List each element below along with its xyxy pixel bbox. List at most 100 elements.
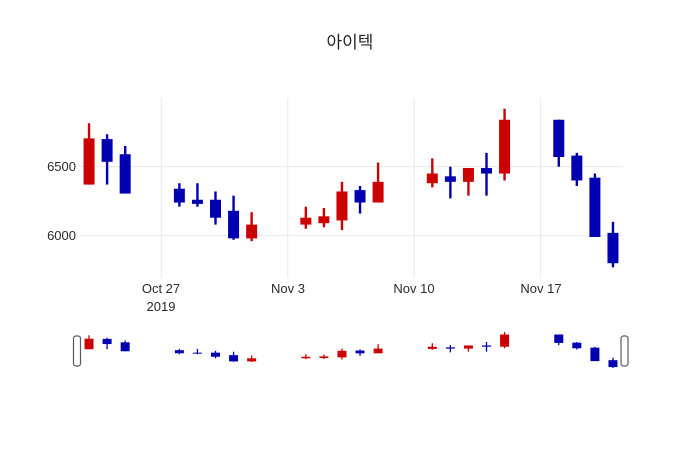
candle-body [355, 350, 365, 354]
rangeslider-candle-2019-10-30 [211, 350, 220, 359]
rangeslider-candle-2019-11-14 [482, 342, 491, 352]
x-axis-tick-year: 2019 [146, 299, 176, 314]
rangeslider-candle-2019-10-24 [102, 337, 112, 350]
rangeslider-candle-2019-11-05 [319, 354, 329, 359]
candle-2019-10-25 [119, 145, 131, 194]
candle-body [192, 352, 202, 354]
candle-body [101, 139, 113, 162]
candle-2019-11-01 [246, 212, 258, 242]
rangeslider-candle-2019-10-28 [174, 348, 184, 355]
x-axis-tick-label: Oct 27 2019 [116, 280, 206, 316]
candle-body [228, 210, 240, 239]
candle-2019-10-28 [173, 183, 185, 207]
candle-2019-10-30 [210, 191, 221, 225]
candle-2019-11-11 [426, 158, 438, 188]
candle-body [571, 155, 583, 181]
candle-2019-10-24 [101, 134, 113, 185]
candle-body [211, 352, 220, 357]
candle-2019-11-13 [462, 168, 474, 196]
candle-2019-11-19 [571, 152, 583, 186]
candle-body [572, 342, 582, 349]
candle-body [191, 199, 203, 204]
candle-body [462, 168, 474, 182]
candle-2019-10-31 [228, 195, 240, 240]
candle-body [500, 334, 510, 347]
candle-body [336, 191, 348, 221]
rangeslider-candle-2019-10-31 [229, 351, 239, 362]
candle-2019-10-23 [83, 123, 95, 185]
candle-body [444, 176, 456, 182]
rangeslider-candle-2019-11-08 [373, 344, 383, 354]
candle-body [119, 154, 131, 194]
candle-body [318, 216, 330, 224]
rangeslider-candle-2019-11-11 [427, 343, 437, 350]
rangeslider-left-handle[interactable] [72, 335, 82, 367]
candle-body [481, 168, 492, 174]
candle-2019-11-04 [300, 206, 312, 229]
candle-2019-11-21 [607, 221, 619, 268]
candle-body [173, 188, 185, 203]
rangeslider-candle-2019-11-12 [445, 345, 455, 353]
candle-body [608, 360, 618, 368]
candle-2019-11-07 [354, 185, 366, 214]
candle-body [553, 119, 565, 157]
rangeslider-candle-2019-11-13 [463, 345, 473, 352]
candle-body [372, 181, 384, 203]
candle-body [210, 199, 221, 218]
candle-2019-11-06 [336, 181, 348, 231]
rangeslider-candle-2019-10-25 [120, 340, 130, 352]
rangeslider-candle-2019-11-04 [301, 354, 311, 360]
rangeslider-candle-2019-10-23 [84, 335, 94, 350]
candle-2019-11-15 [499, 108, 511, 181]
candle-body [607, 232, 619, 264]
chart-title: 아이텍 [326, 33, 374, 52]
candle-body [84, 338, 94, 350]
rangeslider-track[interactable] [80, 328, 622, 372]
rangeslider-candle-2019-11-20 [590, 346, 600, 362]
candle-body [319, 356, 329, 358]
candle-body [426, 173, 438, 184]
rangeslider-candle-2019-11-06 [337, 348, 347, 360]
rangeslider-candle-2019-11-07 [355, 349, 365, 356]
candle-body [589, 177, 601, 237]
candle-body [482, 345, 491, 347]
candle-body [554, 334, 564, 343]
candle-body [301, 356, 311, 359]
rangeslider-candle-2019-10-29 [192, 348, 202, 355]
x-axis-tick-label: Nov 17 [520, 281, 562, 296]
rangeslider-candle-2019-11-21 [608, 357, 618, 368]
candle-2019-11-18 [553, 119, 565, 167]
candle-2019-10-29 [191, 183, 203, 207]
candle-2019-11-05 [318, 208, 330, 228]
candle-body [373, 348, 383, 354]
candle-body [354, 190, 366, 203]
candle-body [463, 345, 473, 349]
candle-body [246, 224, 258, 239]
candle-body [174, 350, 184, 354]
candle-2019-11-20 [589, 173, 601, 237]
candle-body [337, 350, 347, 358]
candle-body [120, 342, 130, 352]
x-axis-tick-month: Oct 27 [141, 281, 181, 296]
y-axis-tick-label: 6500 [47, 159, 76, 174]
candle-2019-11-14 [481, 152, 492, 196]
candle-body [499, 119, 511, 174]
rangeslider-candle-2019-11-15 [500, 332, 510, 349]
candle-body [247, 358, 257, 362]
x-axis-tick-label: Nov 3 [271, 281, 305, 296]
y-axis-tick-label: 6000 [47, 228, 76, 243]
candle-body [83, 138, 95, 185]
rangeslider-candle-2019-11-18 [554, 334, 564, 346]
candle-body [590, 347, 600, 362]
candle-2019-11-08 [372, 162, 384, 203]
rangeslider-candle-2019-11-19 [572, 342, 582, 350]
candle-2019-11-12 [444, 166, 456, 199]
candle-body [229, 355, 239, 362]
rangeslider-right-handle[interactable] [620, 335, 629, 367]
x-axis-tick-label: Nov 10 [393, 281, 435, 296]
candle-body [102, 338, 112, 345]
candle-body [427, 346, 437, 349]
candle-body [445, 347, 455, 349]
